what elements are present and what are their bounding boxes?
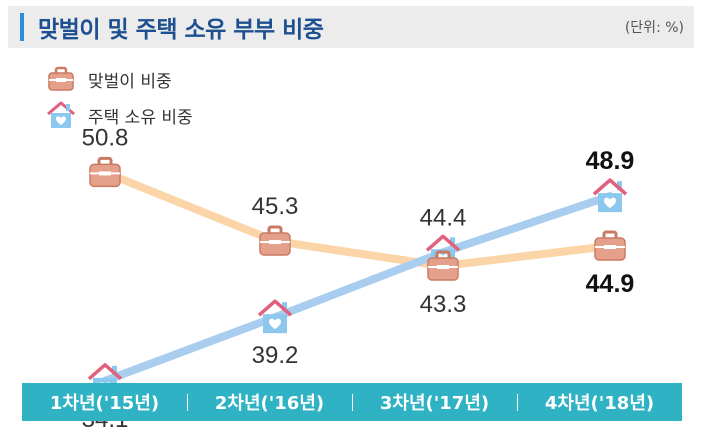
data-label: 48.9 (586, 147, 635, 175)
data-label: 44.9 (586, 270, 635, 298)
briefcase-marker (89, 156, 121, 188)
x-axis-band: 1차년('15년) 2차년('16년) 3차년('17년) 4차년('18년) (22, 383, 682, 421)
data-label: 39.2 (252, 342, 299, 369)
house-marker (592, 178, 628, 213)
unit-label: (단위: %) (624, 20, 684, 36)
dual-income-line (101, 168, 614, 270)
data-label: 50.8 (82, 124, 129, 151)
legend-label-dual-income: 맞벌이 비중 (88, 71, 172, 92)
briefcase-icon (48, 66, 74, 91)
briefcase-marker (594, 230, 626, 261)
x-tick-label: 4차년('18년) (517, 383, 682, 421)
data-label: 45.3 (252, 193, 299, 220)
page-title: 맞벌이 및 주택 소유 부부 비중 (38, 17, 324, 43)
home-ownership-line (101, 192, 614, 385)
header-band (8, 6, 694, 48)
briefcase-marker (427, 250, 459, 281)
x-tick-label: 2차년('16년) (187, 383, 352, 421)
legend-item-dual-income: 맞벌이 비중 (46, 64, 172, 94)
house-icon (47, 101, 75, 128)
data-label: 43.3 (420, 291, 467, 318)
legend-item-home-ownership: 주택 소유 비중 (46, 100, 193, 130)
x-tick-label: 1차년('15년) (49, 393, 160, 414)
briefcase-marker (259, 225, 291, 256)
data-label: 44.4 (420, 204, 467, 231)
house-marker (257, 299, 293, 334)
legend-label-home-ownership: 주택 소유 비중 (88, 107, 193, 128)
title-accent-bar (20, 13, 24, 41)
x-tick-label: 3차년('17년) (352, 383, 517, 421)
